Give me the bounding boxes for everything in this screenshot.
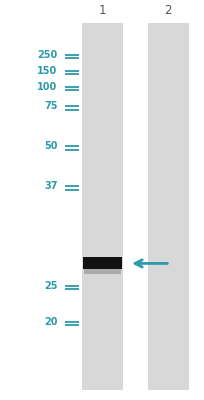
FancyBboxPatch shape <box>84 268 120 274</box>
FancyBboxPatch shape <box>83 258 121 270</box>
Text: 100: 100 <box>37 82 57 92</box>
Text: 75: 75 <box>44 102 57 112</box>
Text: 37: 37 <box>44 181 57 191</box>
Text: 250: 250 <box>37 50 57 60</box>
Text: 20: 20 <box>44 317 57 327</box>
Text: 150: 150 <box>37 66 57 76</box>
Text: 2: 2 <box>164 4 171 17</box>
Text: 1: 1 <box>98 4 106 17</box>
FancyBboxPatch shape <box>82 23 122 390</box>
FancyBboxPatch shape <box>147 23 188 390</box>
Text: 50: 50 <box>44 142 57 152</box>
Text: 25: 25 <box>44 281 57 291</box>
